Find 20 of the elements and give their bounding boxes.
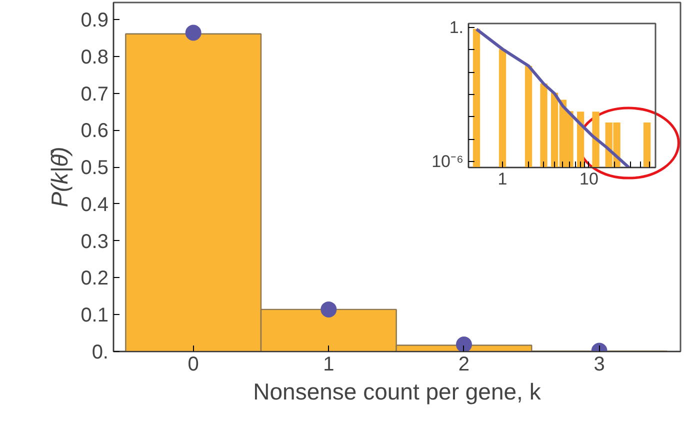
y-tick-label: 0.6 — [80, 120, 109, 142]
y-tick-label: 1. — [449, 18, 464, 37]
y-tick-label: 0.7 — [80, 83, 109, 106]
x-tick-label: 3 — [594, 354, 605, 376]
x-tick-label: 0 — [188, 354, 199, 376]
y-tick-label: 0.1 — [80, 304, 109, 327]
y-tick-label: 0.3 — [80, 230, 109, 253]
x-tick-label: 2 — [458, 354, 470, 376]
y-tick-label: 0.9 — [80, 9, 109, 32]
y-tick-label: 0. — [92, 342, 109, 364]
y-tick-label: 0.5 — [80, 157, 109, 180]
y-tick-label: 10⁻⁶ — [432, 152, 464, 172]
y-tick-label: 0.4 — [80, 194, 109, 216]
x-axis-title: Nonsense count per gene, k — [253, 378, 542, 404]
x-tick-label: 1 — [323, 354, 334, 376]
x-tick-label: 10 — [579, 170, 598, 188]
x-tick-label: 1 — [498, 170, 508, 188]
y-tick-label: 0.8 — [80, 46, 109, 68]
y-tick-label: 0.2 — [80, 268, 109, 290]
y-axis-title: P(k|θ̂) — [46, 146, 74, 208]
